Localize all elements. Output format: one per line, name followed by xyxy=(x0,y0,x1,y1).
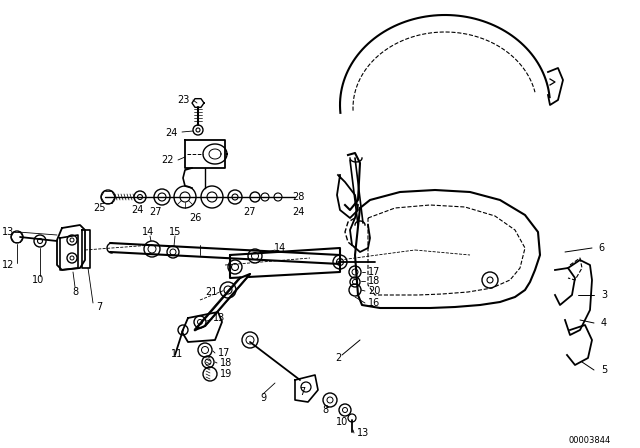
Text: 3: 3 xyxy=(601,290,607,300)
Text: 00003844: 00003844 xyxy=(569,435,611,444)
Text: 24: 24 xyxy=(166,128,178,138)
Text: 9: 9 xyxy=(260,393,266,403)
Text: 26: 26 xyxy=(189,213,201,223)
Text: 23: 23 xyxy=(178,95,190,105)
Text: 4: 4 xyxy=(601,318,607,328)
Text: 20: 20 xyxy=(368,286,380,296)
Text: 10: 10 xyxy=(336,417,348,427)
Text: 18: 18 xyxy=(220,358,232,368)
Text: 6: 6 xyxy=(598,243,604,253)
Text: 13: 13 xyxy=(213,313,225,323)
Text: 10: 10 xyxy=(32,275,44,285)
Text: 19: 19 xyxy=(220,369,232,379)
Polygon shape xyxy=(195,274,250,330)
Text: 17: 17 xyxy=(368,267,380,277)
Text: 12: 12 xyxy=(2,260,14,270)
Text: 24: 24 xyxy=(131,205,143,215)
Text: 2: 2 xyxy=(335,353,341,363)
Text: 13: 13 xyxy=(2,227,14,237)
Text: 18: 18 xyxy=(368,276,380,286)
Text: 11: 11 xyxy=(171,349,183,359)
Text: 8: 8 xyxy=(72,287,78,297)
Text: 14: 14 xyxy=(142,227,154,237)
Text: 8: 8 xyxy=(322,405,328,415)
Text: 7: 7 xyxy=(299,387,305,397)
Text: 5: 5 xyxy=(601,365,607,375)
Text: 21: 21 xyxy=(205,287,218,297)
Text: 27: 27 xyxy=(148,207,161,217)
Text: 16: 16 xyxy=(368,298,380,308)
Text: 28: 28 xyxy=(292,192,305,202)
Text: 25: 25 xyxy=(93,203,106,213)
Text: 15: 15 xyxy=(169,227,181,237)
Text: 22: 22 xyxy=(161,155,174,165)
Text: 17: 17 xyxy=(218,348,230,358)
Text: 24: 24 xyxy=(292,207,305,217)
Text: 27: 27 xyxy=(244,207,256,217)
Text: 14: 14 xyxy=(274,243,286,253)
Text: 7: 7 xyxy=(96,302,102,312)
Text: 13: 13 xyxy=(357,428,369,438)
